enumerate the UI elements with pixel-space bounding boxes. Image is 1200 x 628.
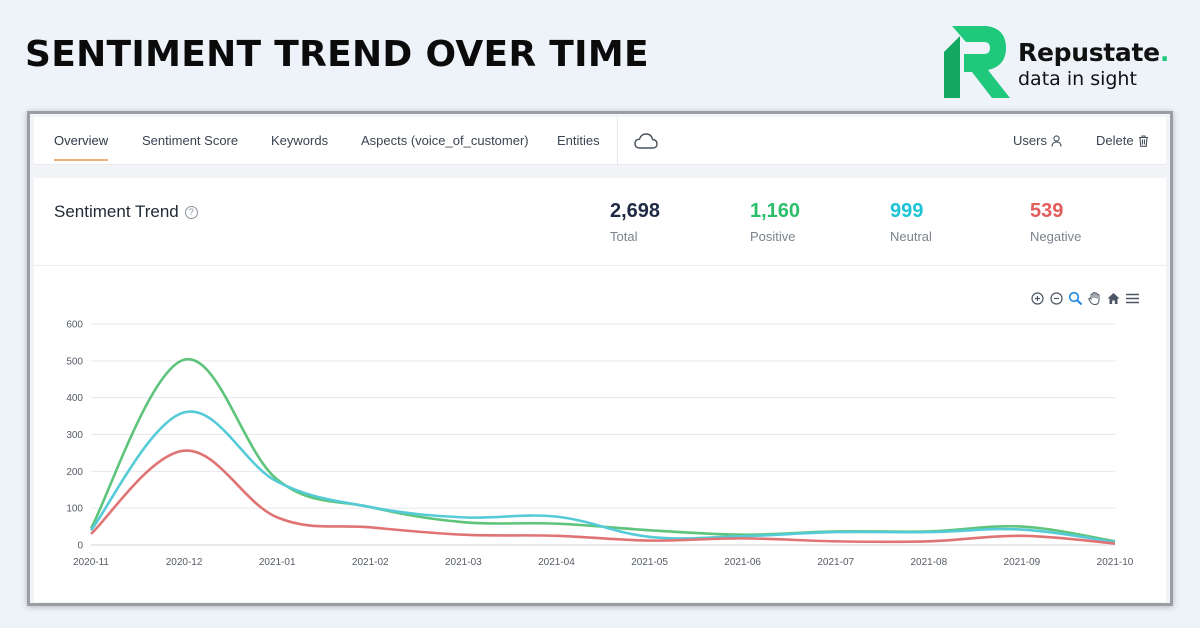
- tab-aspects[interactable]: Aspects (voice_of_customer): [361, 133, 529, 148]
- top-nav: Overview Sentiment Score Keywords Aspect…: [34, 117, 1166, 165]
- x-tick-label: 2021-09: [1004, 557, 1041, 568]
- stat-negative-value: 539: [1030, 200, 1064, 222]
- stat-positive-label: Positive: [750, 229, 796, 244]
- zoom-in-icon[interactable]: [1030, 291, 1045, 306]
- x-tick-label: 2021-01: [259, 557, 296, 568]
- pan-hand-icon[interactable]: [1087, 291, 1102, 306]
- x-tick-label: 2020-12: [166, 557, 203, 568]
- brand-logo: Repustate. data in sight: [944, 26, 1184, 100]
- active-tab-indicator: [54, 159, 108, 161]
- user-icon: [1051, 134, 1062, 147]
- x-tick-label: 2021-02: [352, 557, 389, 568]
- tab-keywords[interactable]: Keywords: [271, 133, 329, 148]
- stat-positive-value: 1,160: [750, 200, 801, 222]
- y-tick-label: 0: [77, 541, 83, 552]
- x-tick-label: 2021-03: [445, 557, 482, 568]
- y-tick-label: 400: [66, 393, 83, 404]
- brand-tagline: data in sight: [1018, 68, 1137, 90]
- stat-neutral-label: Neutral: [890, 229, 932, 244]
- app-window: Overview Sentiment Score Keywords Aspect…: [27, 111, 1173, 606]
- series-line-red: [90, 449, 1116, 545]
- delete-button[interactable]: Delete: [1096, 133, 1149, 148]
- series-line-cyan: [89, 410, 1116, 544]
- brand-name: Repustate.: [1018, 38, 1170, 67]
- x-tick-label: 2021-06: [724, 557, 761, 568]
- nav-divider: [617, 117, 618, 165]
- menu-icon[interactable]: [1125, 291, 1140, 306]
- card-header: Sentiment Trend ? 2,698 Total 1,160 Posi…: [34, 178, 1166, 266]
- help-icon[interactable]: ?: [184, 205, 198, 219]
- stat-neutral: 999 Neutral: [890, 200, 932, 244]
- stat-total-value: 2,698: [610, 200, 661, 222]
- stat-negative-label: Negative: [1030, 229, 1082, 244]
- tab-overview[interactable]: Overview: [54, 133, 109, 148]
- delete-label: Delete: [1096, 133, 1134, 148]
- x-tick-label: 2021-05: [631, 557, 668, 568]
- x-tick-label: 2021-07: [817, 557, 854, 568]
- stat-total-label: Total: [610, 229, 638, 244]
- magnifier-icon[interactable]: [1068, 291, 1083, 306]
- cloud-icon[interactable]: [634, 132, 658, 150]
- stat-neutral-value: 999: [890, 200, 924, 222]
- sentiment-trend-card: Sentiment Trend ? 2,698 Total 1,160 Posi…: [34, 178, 1166, 602]
- stat-negative: 539 Negative: [1030, 200, 1081, 244]
- tab-sentiment-score[interactable]: Sentiment Score: [142, 133, 239, 148]
- users-label: Users: [1013, 133, 1047, 148]
- y-tick-label: 500: [66, 356, 83, 367]
- y-tick-label: 100: [66, 504, 83, 515]
- tab-entities[interactable]: Entities: [557, 133, 600, 148]
- chart-area: 0 100 200 300 400 500 600 2020-11 2020-12 2021-01…: [34, 266, 1166, 602]
- x-tick-label: 2021-10: [1097, 557, 1134, 568]
- stat-positive: 1,160 Positive: [750, 200, 800, 244]
- trash-icon: [1138, 134, 1148, 147]
- y-tick-label: 300: [66, 430, 83, 441]
- sentiment-line-chart: 0 100 200 300 400 500 600 2020-11 2020-12 2021-01…: [66, 320, 1134, 569]
- series-line-green: [89, 358, 1116, 543]
- y-tick-label: 200: [66, 467, 83, 478]
- x-tick-label: 2021-04: [538, 557, 575, 568]
- chart-toolbar: [1030, 291, 1140, 306]
- y-tick-label: 600: [66, 320, 83, 331]
- home-icon[interactable]: [1106, 291, 1121, 306]
- x-tick-label: 2021-08: [910, 557, 947, 568]
- repustate-logo-icon: [944, 26, 1010, 98]
- card-title: Sentiment Trend ?: [54, 202, 198, 222]
- users-button[interactable]: Users: [1013, 133, 1062, 148]
- x-tick-label: 2020-11: [73, 557, 109, 568]
- page-headline: SENTIMENT TREND OVER TIME: [25, 34, 649, 75]
- stat-total: 2,698 Total: [610, 200, 660, 244]
- zoom-out-icon[interactable]: [1049, 291, 1064, 306]
